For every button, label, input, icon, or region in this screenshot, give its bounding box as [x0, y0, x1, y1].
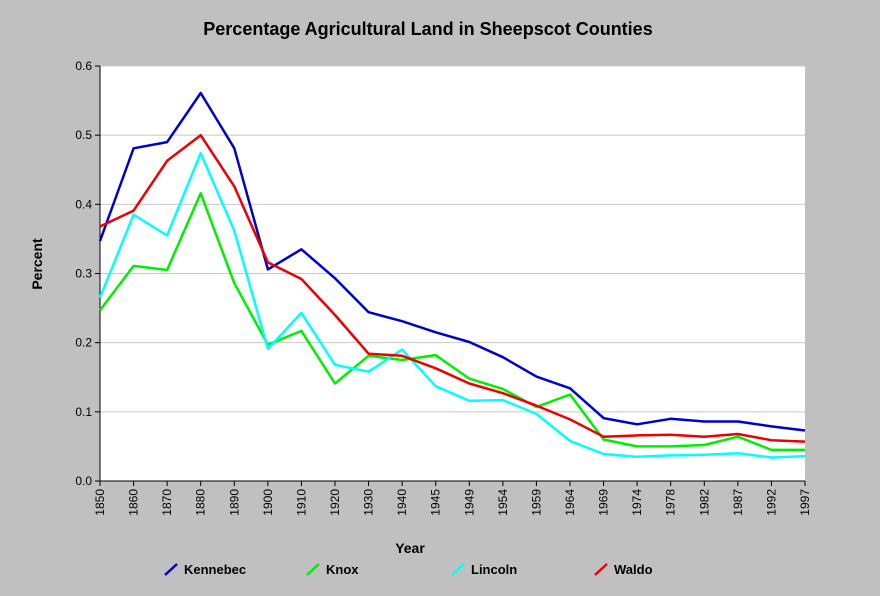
x-tick-label: 1959	[529, 489, 543, 516]
series-line-knox	[99, 192, 805, 452]
y-tick-label: 0.6	[75, 59, 92, 73]
legend-item-kennebec: Kennebec	[164, 562, 246, 577]
x-tick-label: 1940	[395, 489, 409, 516]
y-tick-label: 0.0	[75, 474, 92, 488]
series-line-lincoln	[98, 151, 806, 459]
legend-label: Lincoln	[471, 562, 517, 577]
legend-swatch	[594, 563, 608, 576]
x-tick-label: 1954	[496, 489, 510, 516]
x-tick-label: 1964	[563, 489, 577, 516]
x-tick-label: 1910	[294, 489, 308, 516]
legend-swatch	[164, 563, 178, 576]
series-line-waldo	[99, 133, 806, 443]
chart-title: Percentage Agricultural Land in Sheepsco…	[203, 19, 653, 39]
x-tick-label: 1860	[127, 489, 141, 516]
legend-item-waldo: Waldo	[594, 562, 653, 577]
legend-label: Waldo	[614, 562, 653, 577]
y-tick-label: 0.4	[75, 197, 92, 211]
x-axis: 1850 1860 1870 1880 1890 1900 1910 1920 1930 1940…	[93, 480, 812, 516]
grid-lines	[100, 65, 805, 413]
legend-swatch	[451, 563, 465, 576]
x-tick-label: 1850	[93, 489, 107, 516]
y-axis-title: Percent	[29, 238, 45, 290]
series-line-kennebec	[98, 91, 806, 432]
x-tick-label: 1880	[194, 489, 208, 516]
x-tick-label: 1987	[731, 489, 745, 516]
x-tick-label: 1969	[597, 489, 611, 516]
legend-label: Knox	[326, 562, 359, 577]
x-tick-label: 1930	[362, 489, 376, 516]
x-tick-label: 1945	[429, 489, 443, 516]
x-tick-label: 1997	[798, 489, 812, 516]
legend: Kennebec Knox Lincoln Waldo	[164, 562, 653, 577]
y-tick-label: 0.5	[75, 128, 92, 142]
x-tick-label: 1974	[630, 489, 644, 516]
series-lines	[98, 91, 806, 459]
legend-item-lincoln: Lincoln	[451, 562, 517, 577]
x-tick-label: 1949	[462, 489, 476, 516]
y-axis: 0.0 0.1 0.2 0.3 0.4 0.5 0.6	[75, 59, 101, 488]
x-axis-title: Year	[395, 540, 425, 556]
legend-item-knox: Knox	[306, 562, 359, 577]
y-tick-label: 0.1	[75, 405, 92, 419]
y-tick-label: 0.3	[75, 267, 92, 281]
legend-label: Kennebec	[184, 562, 246, 577]
x-tick-label: 1870	[160, 489, 174, 516]
x-tick-label: 1982	[697, 489, 711, 516]
x-tick-label: 1920	[328, 489, 342, 516]
x-tick-label: 1978	[664, 489, 678, 516]
x-tick-label: 1890	[227, 489, 241, 516]
x-tick-label: 1900	[261, 489, 275, 516]
legend-swatch	[306, 563, 320, 576]
x-tick-label: 1992	[764, 489, 778, 516]
y-tick-label: 0.2	[75, 336, 92, 350]
